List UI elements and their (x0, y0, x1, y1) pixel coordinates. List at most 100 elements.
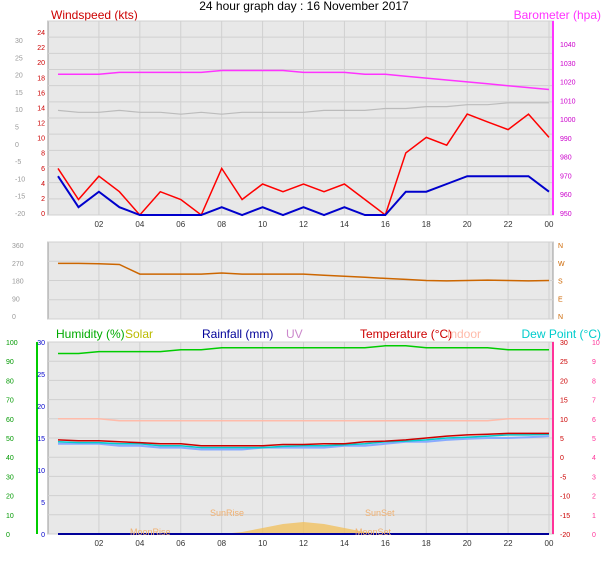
wind-tick: 24 (37, 30, 45, 37)
sunset-label: SunSet (365, 508, 395, 518)
temp-tick: 5 (560, 436, 564, 443)
x-tick-label: 16 (381, 539, 390, 548)
uv-tick: 7 (592, 398, 596, 405)
wind-outer-tick: 25 (15, 55, 23, 62)
humidity-tick: 10 (6, 513, 14, 520)
x-tick-label: 00 (545, 220, 554, 229)
rain-tick: 0 (41, 532, 45, 539)
wind-tick: 22 (37, 45, 45, 52)
temp-tick: 25 (560, 359, 568, 366)
x-tick-label: 02 (94, 539, 103, 548)
wind-outer-tick: 15 (15, 90, 23, 97)
moonset-label: MoonSet (355, 527, 392, 537)
uv-tick: 8 (592, 378, 596, 385)
rain-tick: 30 (37, 340, 45, 347)
baro-tick: 1030 (560, 61, 576, 68)
uv-tick: 5 (592, 436, 596, 443)
x-tick-label: 00 (545, 539, 554, 548)
baro-tick: 1040 (560, 42, 576, 49)
wind-tick: 2 (41, 196, 45, 203)
wind-tick: 6 (41, 166, 45, 173)
baro-tick: 960 (560, 192, 572, 199)
humidity-tick: 100 (6, 340, 18, 347)
windspeed-legend: Windspeed (kts) (51, 8, 138, 22)
x-tick-label: 14 (340, 539, 349, 548)
x-tick-label: 18 (422, 539, 431, 548)
x-tick-label: 04 (135, 539, 144, 548)
wind-outer-tick: 20 (15, 73, 23, 80)
solar-area (58, 522, 549, 534)
wind-direction-line (58, 262, 550, 282)
humidity-tick: 90 (6, 359, 14, 366)
page-title: 24 hour graph day : 16 November 2017 (199, 0, 409, 13)
uv-legend: UV (286, 327, 303, 341)
moonrise-label: MoonRise (130, 527, 171, 537)
wind-baro-grid (48, 20, 553, 216)
x-tick-label: 18 (422, 220, 431, 229)
direction-compass-tick: W (558, 261, 565, 268)
x-tick-label: 14 (340, 220, 349, 229)
x-tick-label: 10 (258, 220, 267, 229)
wind-tick: 16 (37, 90, 45, 97)
solar-legend: Solar (125, 327, 153, 341)
x-tick-label: 22 (504, 220, 513, 229)
x-tick-label: 16 (381, 220, 390, 229)
humidity-tick: 50 (6, 436, 14, 443)
humidity-tick: 40 (6, 455, 14, 462)
wind-outer-tick: 10 (15, 107, 23, 114)
wind-tick: 4 (41, 181, 45, 188)
x-tick-label: 12 (299, 539, 308, 548)
baro-tick: 980 (560, 155, 572, 162)
x-tick-label: 02 (94, 220, 103, 229)
rain-tick: 15 (37, 436, 45, 443)
x-tick-label: 12 (299, 220, 308, 229)
baro-tick: 970 (560, 173, 572, 180)
uv-tick: 1 (592, 513, 596, 520)
temp-tick: -5 (560, 474, 566, 481)
x-tick-label: 20 (463, 220, 472, 229)
x-tick-label: 10 (258, 539, 267, 548)
baro-tick: 990 (560, 136, 572, 143)
uv-tick: 10 (592, 340, 600, 347)
wind-direction-axes: 360 270 180 90 0 N W S E N (12, 243, 565, 321)
direction-deg-tick: 270 (12, 261, 24, 268)
uv-tick: 2 (592, 494, 596, 501)
humidity-line (58, 345, 549, 355)
wind-tick: 20 (37, 60, 45, 67)
baro-grey-line (57, 102, 549, 115)
humidity-tick: 60 (6, 417, 14, 424)
direction-compass-tick: N (558, 314, 563, 321)
barometer-legend: Barometer (hpa) (514, 8, 601, 22)
dewpoint-legend: Dew Point (°C) (522, 327, 601, 341)
x-tick-label: 06 (176, 539, 185, 548)
humidity-legend: Humidity (%) (56, 327, 125, 341)
sunrise-label: SunRise (210, 508, 244, 518)
wind-outer-tick: 30 (15, 38, 23, 45)
wind-outer-tick: 5 (15, 125, 19, 132)
wind-tick: 12 (37, 121, 45, 128)
wind-tick: 0 (41, 211, 45, 218)
temp-tick: -20 (560, 532, 570, 539)
direction-deg-tick: 0 (12, 314, 16, 321)
rain-tick: 20 (37, 404, 45, 411)
wind-baro-panel: Windspeed (kts) Barometer (hpa) 02 04 06 08… (15, 8, 601, 229)
baro-tick: 1000 (560, 117, 576, 124)
temp-humidity-grid (48, 341, 553, 535)
x-tick-label: 20 (463, 539, 472, 548)
uv-tick: 3 (592, 474, 596, 481)
temperature-legend: Temperature (°C) (360, 327, 452, 341)
direction-compass-tick: N (558, 243, 563, 250)
temp-tick: 15 (560, 398, 568, 405)
wind-outer-tick: 0 (15, 142, 19, 149)
humidity-tick: 20 (6, 494, 14, 501)
humidity-tick: 0 (6, 532, 10, 539)
uv-tick: 6 (592, 417, 596, 424)
x-tick-label: 08 (217, 539, 226, 548)
rainfall-legend: Rainfall (mm) (202, 327, 273, 341)
temp-tick: 0 (560, 455, 564, 462)
indoor-legend: Indoor (447, 327, 481, 341)
uv-tick: 0 (592, 532, 596, 539)
baro-tick: 1020 (560, 80, 576, 87)
wind-outer-tick: -5 (15, 159, 21, 166)
